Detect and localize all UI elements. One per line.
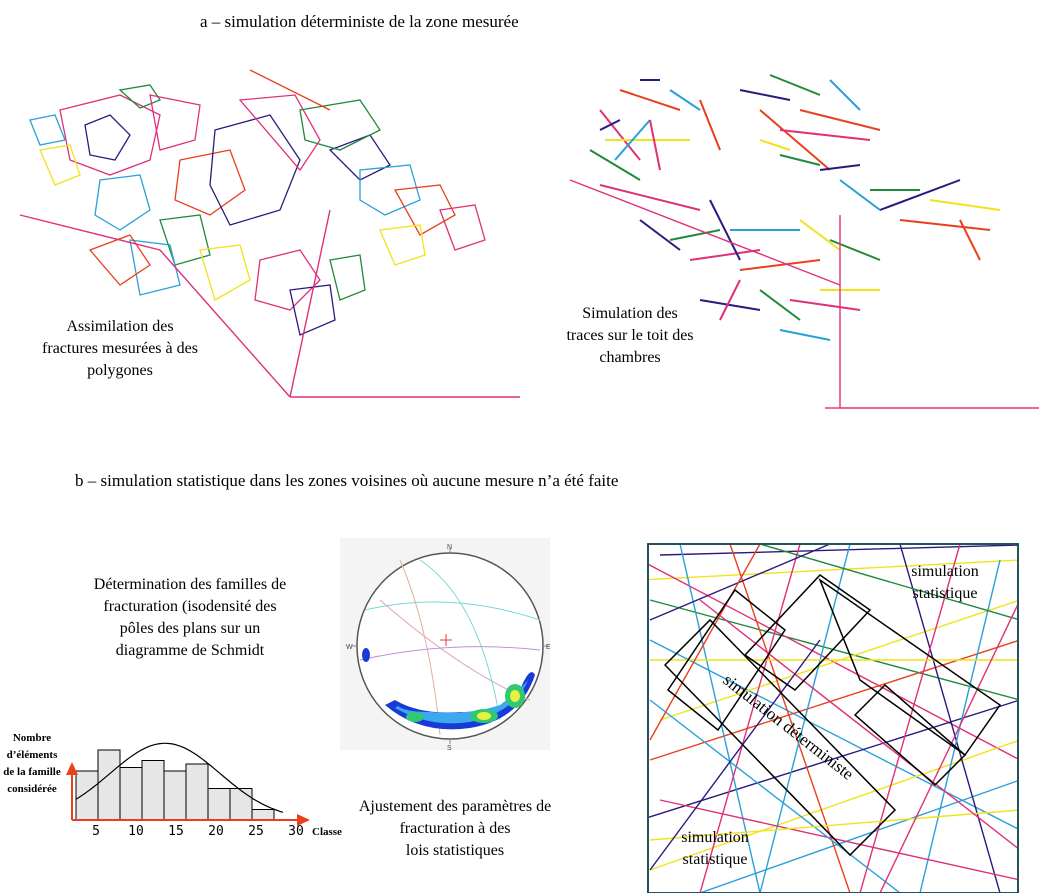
adjust-caption: Ajustement des paramètres de fracturatio… (358, 798, 552, 859)
west-label: W (346, 644, 353, 651)
traces-caption: Simulation des traces sur le toit des ch… (566, 305, 694, 366)
section-b-heading: b – simulation statistique dans les zone… (75, 471, 619, 490)
y-axis-label: Nombre d’éléments de la famille considér… (3, 732, 61, 795)
deterministic-zone (663, 574, 1002, 857)
normal-fit-curve (75, 742, 284, 813)
svg-text:Nombre: Nombre (13, 732, 51, 744)
x-tick-label: 20 (208, 824, 224, 839)
x-tick-label: 25 (248, 824, 264, 839)
left-frame (19, 209, 520, 398)
families-caption: Détermination des familles de fracturati… (93, 576, 287, 659)
x-tick-label: 15 (168, 824, 184, 839)
section-a-heading: a – simulation déterministe de la zone m… (200, 12, 519, 31)
chart-axes (66, 762, 310, 826)
svg-text:de la famille: de la famille (3, 766, 61, 778)
stat-label-top: simulation statistique (911, 563, 979, 602)
fracture-traces (589, 74, 1001, 341)
polygons-caption: Assimilation des fractures mesurées à de… (42, 318, 198, 379)
x-tick-label: 30 (288, 824, 304, 839)
north-label: N (447, 544, 452, 551)
x-tick-label: 5 (92, 824, 100, 839)
right-frame (569, 179, 1039, 409)
density-contours (362, 648, 535, 730)
x-axis-label: Classe (312, 826, 342, 838)
deterministic-label: simulation déterministe (720, 670, 858, 784)
east-label: E (546, 644, 551, 651)
south-label: S (447, 745, 452, 752)
svg-text:considérée: considérée (7, 783, 57, 795)
svg-text:d’éléments: d’éléments (7, 749, 58, 761)
fracture-polygons (29, 69, 486, 336)
x-tick-label: 10 (128, 824, 144, 839)
stat-label-bottom: simulation statistique (681, 829, 749, 868)
